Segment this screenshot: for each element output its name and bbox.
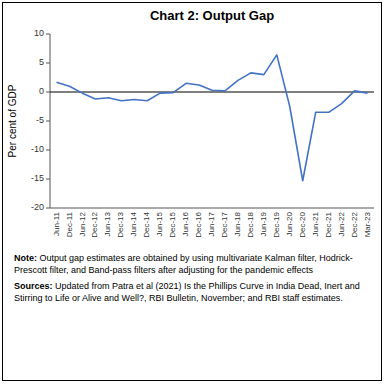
notes: Note: Output gap estimates are obtained … — [14, 252, 372, 308]
x-tick-label: Mar-23 — [363, 211, 372, 237]
x-tick-label: Dec-14 — [142, 211, 151, 237]
y-tick — [46, 34, 50, 35]
x-tick-label: Jun-22 — [337, 211, 346, 236]
y-tick — [46, 121, 50, 122]
y-tick-label: -5 — [36, 115, 44, 125]
y-tick-label: -15 — [31, 173, 44, 183]
note-text: Output gap estimates are obtained by usi… — [14, 253, 353, 275]
x-tick-label: Jun-17 — [207, 211, 216, 236]
x-tick-label: Dec-13 — [116, 211, 125, 237]
x-tick-label: Jun-13 — [103, 211, 112, 236]
y-tick — [46, 92, 50, 93]
x-tick-label: Dec-15 — [168, 211, 177, 237]
note: Note: Output gap estimates are obtained … — [14, 252, 372, 276]
x-tick-label: Dec-22 — [350, 211, 359, 237]
y-tick-label: 10 — [34, 28, 44, 38]
x-tick-label: Jun-18 — [233, 211, 242, 236]
baseline — [50, 91, 374, 92]
note-label: Note: — [14, 253, 37, 263]
x-tick-label: Jun-21 — [311, 211, 320, 236]
x-tick-label: Jun-19 — [259, 211, 268, 236]
y-tick-label: -10 — [31, 144, 44, 154]
y-axis-label: Per cent of GDP — [7, 84, 18, 157]
figure-border — [2, 2, 382, 381]
x-tick-label: Dec-12 — [90, 211, 99, 237]
sources-label: Sources: — [14, 281, 53, 291]
x-tick-label: Dec-11 — [65, 211, 74, 237]
x-tick-label: Dec-17 — [220, 211, 229, 237]
x-tick-label: Dec-16 — [194, 211, 203, 237]
y-tick — [46, 150, 50, 151]
plot-area — [50, 55, 374, 181]
title: Chart 2: Output Gap — [150, 8, 274, 23]
y-axis — [50, 34, 51, 208]
x-tick-label: Dec-20 — [298, 211, 307, 237]
sources-text: Updated from Patra et al (2021) Is the P… — [14, 281, 360, 303]
x-axis — [50, 208, 374, 209]
x-tick-label: Jun-16 — [181, 211, 190, 236]
x-tick-label: Dec-19 — [272, 211, 281, 237]
y-tick — [46, 208, 50, 209]
x-tick-label: Jun-20 — [285, 211, 294, 236]
x-tick-label: Jun-11 — [52, 211, 61, 235]
y-tick-label: -20 — [31, 202, 44, 212]
x-tick-label: Jun-14 — [129, 211, 138, 236]
x-tick-label: Dec-21 — [324, 211, 333, 237]
y-tick-label: 5 — [39, 57, 44, 67]
x-tick-label: Jun-15 — [155, 211, 164, 236]
chart: Chart 2: Output Gap Per cent of GDP -20 -15… — [0, 0, 386, 250]
x-tick-label: Jun-12 — [78, 211, 87, 236]
y-tick — [46, 179, 50, 180]
sources: Sources: Updated from Patra et al (2021)… — [14, 280, 372, 304]
line — [56, 55, 367, 181]
x-tick-label: Dec-18 — [246, 211, 255, 237]
y-tick — [46, 63, 50, 64]
y-tick-label: 0 — [39, 86, 44, 96]
